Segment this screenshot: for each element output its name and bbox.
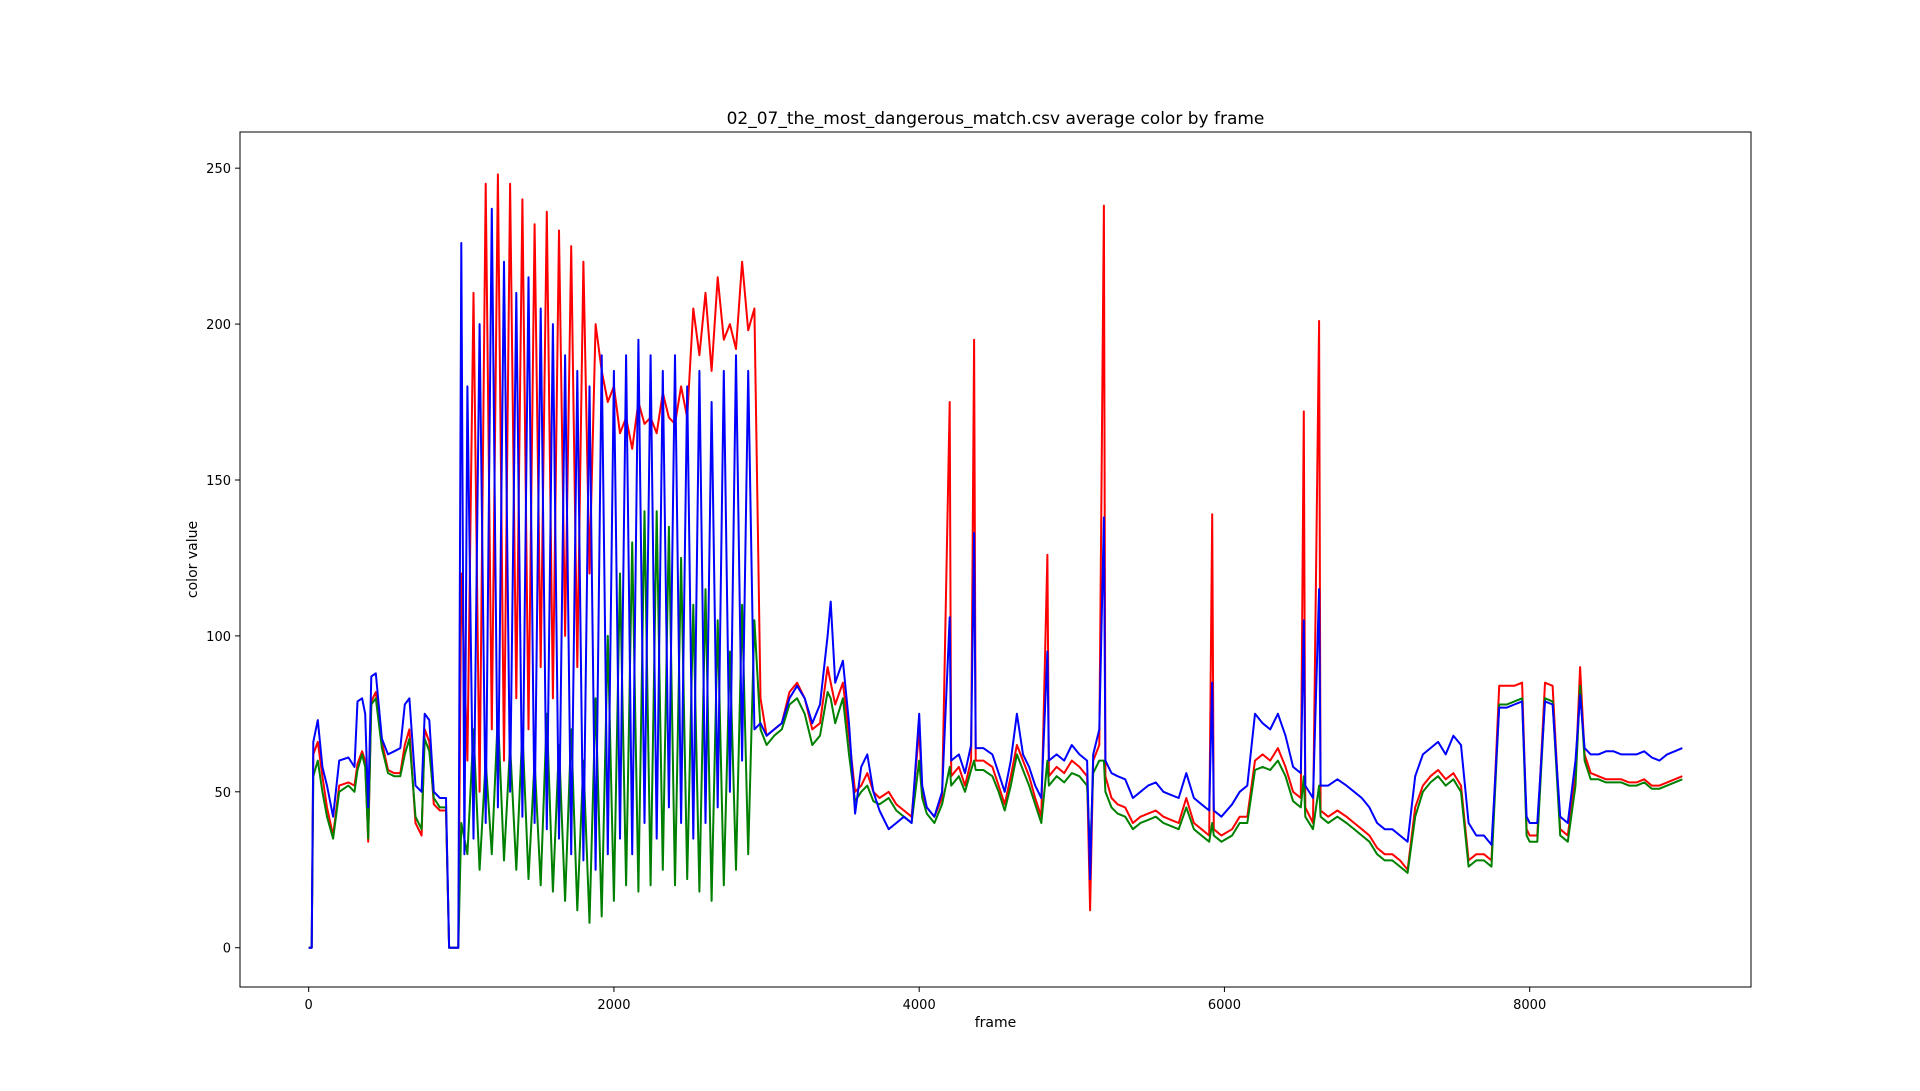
y-tick-label: 150 [206, 474, 231, 489]
x-tick-label: 6000 [1208, 998, 1241, 1013]
y-tick-label: 50 [214, 786, 231, 801]
y-tick-label: 0 [223, 942, 231, 957]
x-axis-label: frame [975, 1015, 1017, 1031]
y-axis: 0 50 100 150 200 250 [206, 162, 240, 957]
y-tick-label: 250 [206, 162, 231, 177]
x-tick-label: 4000 [903, 998, 936, 1013]
series-line-0 [308, 173, 1683, 949]
series-group [308, 173, 1683, 949]
y-tick-label: 100 [206, 630, 231, 645]
chart-title: 02_07_the_most_dangerous_match.csv avera… [727, 109, 1265, 129]
x-tick-label: 8000 [1513, 998, 1546, 1013]
y-tick-label: 200 [206, 318, 231, 333]
x-tick-label: 0 [305, 998, 313, 1013]
y-axis-label: color value [185, 521, 201, 598]
series-line-2 [308, 207, 1683, 949]
plot-area [239, 131, 1752, 988]
plot-frame [239, 131, 1752, 988]
x-tick-label: 2000 [597, 998, 630, 1013]
series-line-1 [308, 510, 1683, 949]
x-axis: 0 2000 4000 6000 8000 [305, 987, 1546, 1013]
